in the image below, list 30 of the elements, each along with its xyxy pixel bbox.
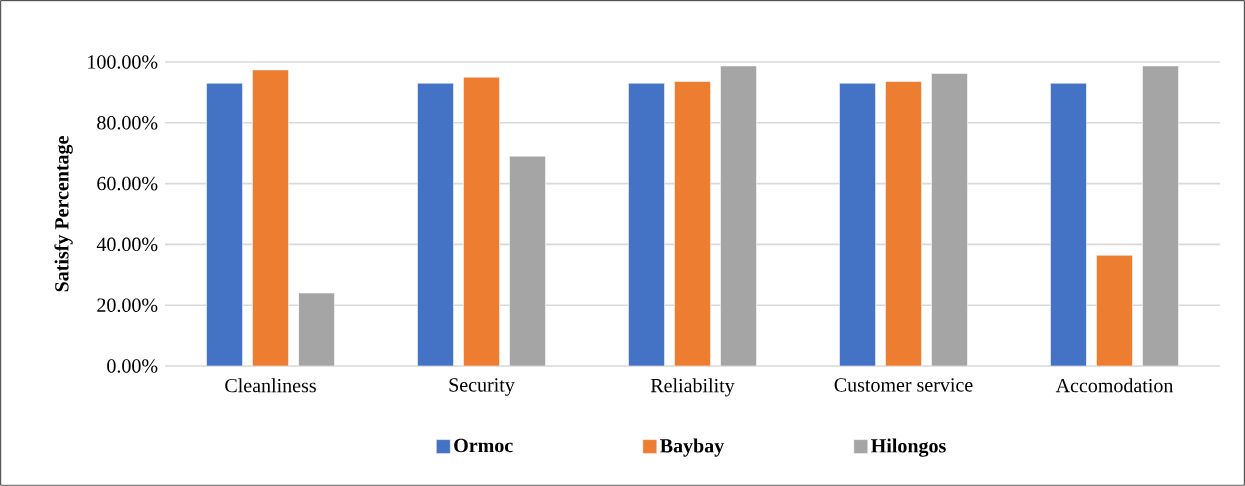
y-tick-label: 20.00%	[97, 298, 158, 312]
bar	[252, 69, 289, 366]
bar	[1142, 65, 1179, 366]
x-tick-label: Security	[449, 378, 515, 396]
bar	[206, 83, 243, 366]
bar	[463, 76, 500, 366]
x-tick-label: Accomodation	[1055, 378, 1174, 393]
x-tick-label: Cleanliness	[225, 378, 316, 393]
legend-label: Hilongos	[871, 438, 946, 457]
bar	[674, 81, 711, 366]
y-tick-label: 100.00%	[88, 55, 158, 69]
bar	[931, 73, 968, 366]
y-axis-title: Satisfy Percentage	[54, 136, 73, 292]
x-tick-label: Reliability	[650, 378, 735, 397]
legend-label: Baybay	[660, 438, 724, 457]
y-tick-label: 80.00%	[97, 116, 158, 130]
bar	[839, 83, 876, 366]
bar	[1096, 255, 1133, 366]
legend-label: Ormoc	[454, 438, 513, 453]
x-tick-label: Customer service	[834, 378, 973, 392]
y-tick-label: 40.00%	[96, 237, 158, 252]
bar	[298, 292, 335, 366]
bar	[885, 81, 922, 366]
bar	[417, 83, 454, 366]
bar	[1050, 83, 1087, 366]
bar	[628, 83, 665, 366]
y-tick-label: 60.00%	[97, 176, 158, 191]
bar	[509, 155, 546, 366]
bar	[720, 65, 757, 366]
y-tick-label: 0.00%	[107, 359, 158, 373]
